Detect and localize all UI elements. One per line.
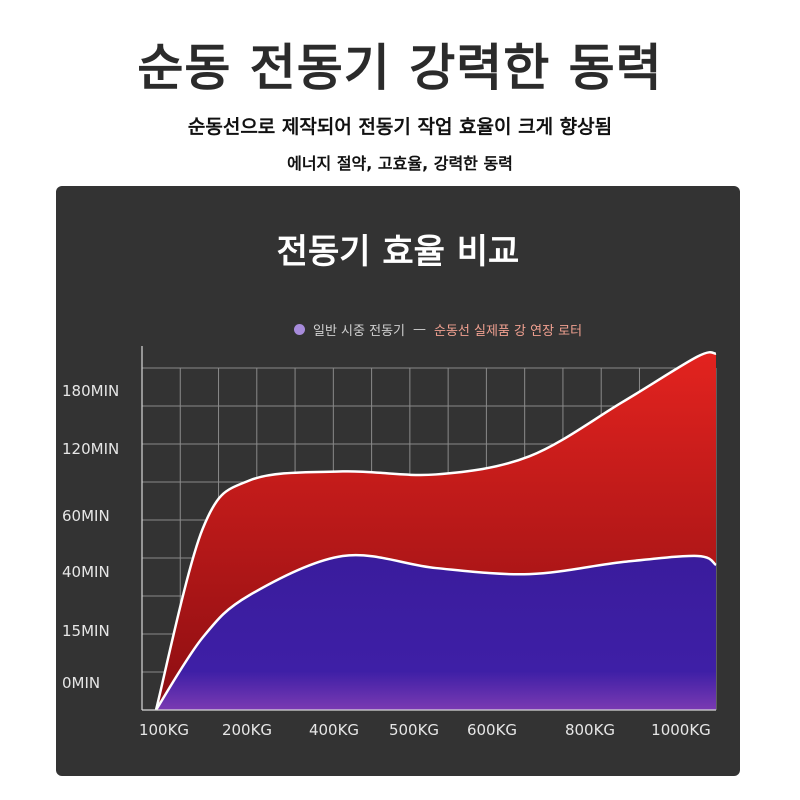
axes	[141, 346, 716, 711]
y-tick-label: 180MIN	[62, 382, 119, 400]
x-tick-labels: 100KG 200KG 400KG 500KG 600KG 800KG 1000KG	[139, 721, 711, 739]
legend-separator: —	[413, 321, 426, 337]
subtitle-secondary: 에너지 절약, 고효율, 강력한 동력	[287, 154, 513, 173]
y-tick-label: 120MIN	[62, 440, 119, 458]
y-tick-label: 15MIN	[62, 622, 110, 640]
area-series	[154, 351, 717, 711]
subtitle-primary: 순동선으로 제작되어 전동기 작업 효율이 크게 향상됨	[187, 116, 613, 138]
x-tick-label: 400KG	[309, 721, 359, 739]
page-title: 순동 전동기 강력한 동력	[137, 39, 663, 97]
y-tick-labels: 0MIN 15MIN 40MIN 60MIN 120MIN 180MIN	[62, 382, 119, 692]
x-tick-label: 600KG	[467, 721, 517, 739]
chart-legend: 일반 시중 전동기 — 순동선 실제품 강 연장 로터	[294, 318, 582, 340]
y-tick-label: 0MIN	[62, 674, 100, 692]
series-red-line	[154, 351, 717, 711]
x-tick-label: 800KG	[565, 721, 615, 739]
chart-plot: 0MIN 15MIN 40MIN 60MIN 120MIN 180MIN 100KG 200…	[62, 346, 717, 739]
y-tick-label: 40MIN	[62, 563, 110, 581]
x-tick-label: 1000KG	[651, 721, 711, 739]
x-tick-label: 200KG	[222, 721, 272, 739]
legend-series-a: 일반 시중 전동기	[313, 323, 405, 339]
y-tick-label: 60MIN	[62, 507, 110, 525]
chart-card: 전동기 효율 비교 일반 시중 전동기 — 순동선 실제품 강 연장 로터 0M…	[56, 186, 740, 776]
series-blue-line	[154, 553, 717, 711]
x-tick-label: 100KG	[139, 721, 189, 739]
series-blue-area	[156, 555, 716, 710]
legend-dot-icon	[294, 323, 305, 335]
x-tick-label: 500KG	[389, 721, 439, 739]
legend-series-b: 순동선 실제품 강 연장 로터	[434, 323, 583, 339]
chart-title: 전동기 효율 비교	[276, 232, 520, 272]
